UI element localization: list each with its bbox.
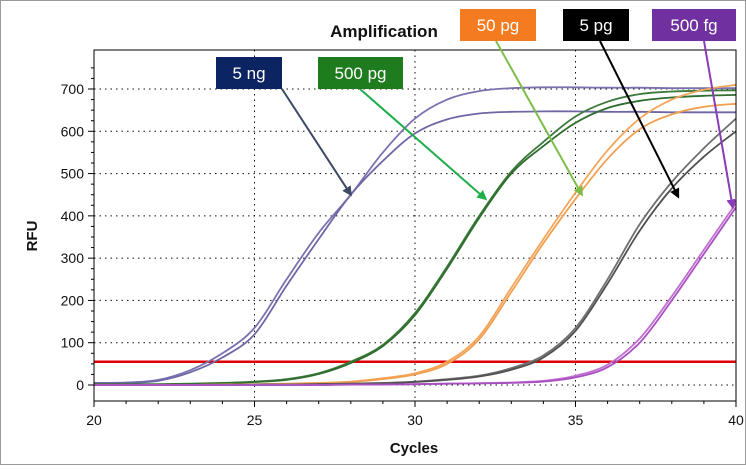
chart-title: Amplification bbox=[330, 22, 438, 41]
annotation-layer: 5 ng 500 pg 50 pg 5 pg 500 fg bbox=[216, 9, 737, 210]
annotation-arrow bbox=[703, 40, 737, 210]
amplification-curve bbox=[94, 206, 737, 386]
x-axis-title: Cycles bbox=[390, 440, 438, 457]
grid-layer bbox=[94, 50, 736, 401]
annotation-arrow bbox=[281, 88, 352, 197]
annotation-label: 500 pg bbox=[335, 64, 387, 83]
annotation-arrow bbox=[599, 40, 680, 199]
annotation-label: 5 pg bbox=[579, 16, 612, 35]
y-tick-label: 100 bbox=[61, 335, 85, 351]
annotation-box bbox=[318, 57, 403, 89]
annotation-box bbox=[652, 9, 736, 41]
y-tick-label: 300 bbox=[61, 250, 85, 266]
x-tick-label: 35 bbox=[568, 412, 584, 428]
annotation-label: 500 fg bbox=[670, 16, 717, 35]
y-tick-label: 600 bbox=[61, 123, 85, 139]
amplification-curve bbox=[93, 110, 736, 385]
amplification-curve bbox=[93, 86, 736, 384]
y-tick-label: 0 bbox=[76, 377, 84, 393]
annotation-box bbox=[563, 9, 629, 41]
annotation-label: 5 ng bbox=[232, 64, 265, 83]
annotation-box bbox=[460, 9, 536, 41]
annotation-arrow bbox=[359, 88, 488, 201]
y-tick-label: 500 bbox=[61, 166, 85, 182]
x-tick-label: 25 bbox=[247, 412, 263, 428]
annotation-box bbox=[216, 57, 282, 89]
y-tick-label: 400 bbox=[61, 208, 85, 224]
x-tick-label: 20 bbox=[86, 412, 102, 428]
annotation-label: 50 pg bbox=[477, 16, 520, 35]
x-tick-label: 40 bbox=[728, 412, 744, 428]
x-tick-label: 30 bbox=[407, 412, 423, 428]
y-axis-title: RFU bbox=[24, 221, 41, 252]
y-tick-label: 200 bbox=[61, 292, 85, 308]
y-tick-label: 700 bbox=[61, 81, 85, 97]
annotation-arrow bbox=[495, 40, 583, 197]
